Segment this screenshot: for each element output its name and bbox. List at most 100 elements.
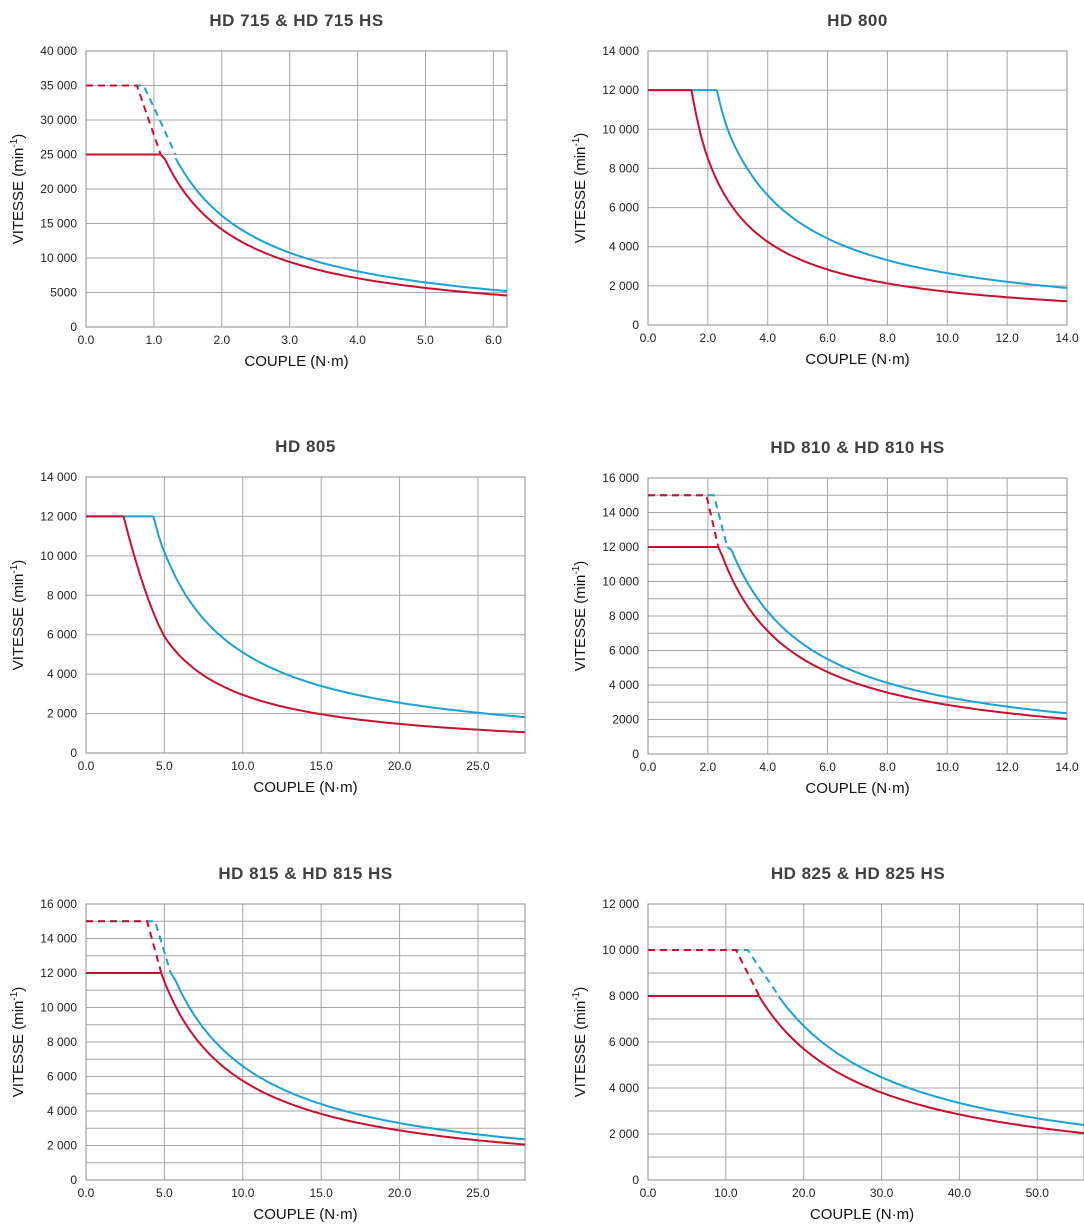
y-tick-label: 4 000 — [609, 240, 639, 254]
y-tick-label: 2 000 — [47, 707, 77, 721]
series-dashed-line — [86, 84, 162, 155]
y-tick-label: 8 000 — [609, 989, 639, 1003]
x-tick-label: 0.0 — [78, 759, 95, 773]
y-tick-label: 10 000 — [602, 122, 639, 136]
x-tick-label: 4.0 — [349, 333, 366, 347]
x-tick-label: 8.0 — [879, 331, 896, 345]
y-tick-label: 6 000 — [609, 1035, 639, 1049]
plot-frame — [647, 903, 1084, 1181]
y-tick-label: 8 000 — [47, 1035, 77, 1049]
y-tick-label: 14 000 — [602, 506, 639, 520]
x-tick-label: 2.0 — [213, 333, 230, 347]
x-axis-label: COUPLE (N·m) — [805, 780, 909, 797]
series-curve-line — [717, 546, 1068, 720]
y-tick-label: 4 000 — [47, 1104, 77, 1118]
chart-2: HD 800 0 2 000 4 000 6 000 8 000 10 000 12 000 1… — [571, 11, 1079, 368]
y-tick-label: 25 000 — [40, 148, 77, 162]
x-tick-label: 10.0 — [936, 760, 960, 774]
y-axis-label: VITESSE (min-1) — [571, 561, 589, 672]
chart-title: HD 825 & HD 825 HS — [771, 864, 945, 883]
x-tick-label: 6.0 — [819, 760, 836, 774]
y-tick-label: 35 000 — [40, 79, 77, 93]
series-dashed-line — [648, 494, 729, 548]
y-tick-label: 0 — [70, 320, 77, 334]
y-tick-label: 14 000 — [602, 44, 639, 58]
y-tick-label: 10 000 — [40, 549, 77, 563]
x-tick-label: 5.0 — [156, 1186, 173, 1200]
y-tick-label: 15 000 — [40, 217, 77, 231]
chart-title: HD 805 — [275, 437, 336, 456]
y-tick-label: 6 000 — [47, 628, 77, 642]
x-axis-label: COUPLE (N·m) — [805, 351, 909, 368]
series-curve-line — [160, 973, 526, 1146]
y-tick-label: 0 — [70, 746, 77, 760]
x-axis-label: COUPLE (N·m) — [810, 1206, 914, 1223]
y-axis-label: VITESSE (min-1) — [9, 987, 27, 1098]
series-curve-line — [777, 995, 1084, 1126]
chart-5: HD 815 & HD 815 HS 0 2 000 4 000 6 000 8 000 1… — [9, 864, 526, 1223]
series-curve-line — [758, 996, 1084, 1135]
y-tick-label: 4 000 — [609, 1081, 639, 1095]
x-tick-label: 0.0 — [78, 1186, 95, 1200]
x-tick-label: 40.0 — [948, 1186, 972, 1200]
series-curve-line — [726, 546, 1068, 715]
x-tick-label: 4.0 — [759, 331, 776, 345]
y-axis-label: VITESSE (min-1) — [571, 987, 589, 1098]
y-tick-label: 0 — [632, 747, 639, 761]
series-curve-line — [174, 157, 508, 293]
chart-1: HD 715 & HD 715 HS 0 5000 10 000 15 000 20 00… — [9, 11, 508, 370]
x-tick-label: 20.0 — [792, 1186, 816, 1200]
series-dashed-line — [86, 920, 163, 974]
y-tick-label: 30 000 — [40, 113, 77, 127]
x-tick-label: 15.0 — [309, 1186, 333, 1200]
y-tick-label: 8 000 — [609, 161, 639, 175]
x-tick-label: 12.0 — [995, 331, 1019, 345]
x-axis-label: COUPLE (N·m) — [253, 779, 357, 796]
y-axis-label: VITESSE (min-1) — [9, 134, 27, 245]
x-tick-label: 0.0 — [640, 1186, 657, 1200]
plot-frame — [647, 50, 1068, 326]
series-curve-line — [122, 516, 526, 734]
x-tick-label: 10.0 — [231, 759, 255, 773]
y-tick-label: 40 000 — [40, 44, 77, 58]
y-tick-label: 16 000 — [602, 471, 639, 485]
series-curve-line — [152, 516, 526, 719]
y-tick-label: 12 000 — [602, 897, 639, 911]
chart-title: HD 715 & HD 715 HS — [209, 11, 383, 30]
x-tick-label: 6.0 — [485, 333, 502, 347]
y-tick-label: 0 — [70, 1173, 77, 1187]
y-tick-label: 6 000 — [47, 1070, 77, 1084]
series-curve-line — [159, 153, 508, 297]
y-tick-label: 0 — [632, 1173, 639, 1187]
plot-frame — [85, 50, 508, 328]
x-tick-label: 30.0 — [870, 1186, 894, 1200]
x-tick-label: 14.0 — [1055, 331, 1079, 345]
y-tick-label: 2 000 — [609, 1127, 639, 1141]
y-tick-label: 4 000 — [47, 667, 77, 681]
x-tick-label: 5.0 — [156, 759, 173, 773]
x-tick-label: 0.0 — [640, 760, 657, 774]
x-tick-label: 25.0 — [466, 759, 490, 773]
plot-frame — [647, 477, 1068, 755]
series-curve-line — [169, 972, 526, 1141]
x-tick-label: 8.0 — [879, 760, 896, 774]
y-tick-label: 2 000 — [47, 1139, 77, 1153]
chart-3: HD 805 0 2 000 4 000 6 000 8 000 10 000 12 000 1… — [9, 437, 526, 796]
y-tick-label: 14 000 — [40, 932, 77, 946]
y-tick-label: 6 000 — [609, 644, 639, 658]
x-tick-label: 50.0 — [1026, 1186, 1050, 1200]
y-tick-label: 8 000 — [609, 609, 639, 623]
x-axis-label: COUPLE (N·m) — [244, 353, 348, 370]
y-tick-label: 12 000 — [40, 509, 77, 523]
x-tick-label: 10.0 — [936, 331, 960, 345]
y-tick-label: 14 000 — [40, 470, 77, 484]
x-tick-label: 20.0 — [388, 759, 412, 773]
x-tick-label: 1.0 — [146, 333, 163, 347]
y-tick-label: 10 000 — [40, 1001, 77, 1015]
x-tick-label: 25.0 — [466, 1186, 490, 1200]
x-tick-label: 10.0 — [231, 1186, 255, 1200]
y-tick-label: 2 000 — [609, 279, 639, 293]
x-tick-label: 12.0 — [995, 760, 1019, 774]
